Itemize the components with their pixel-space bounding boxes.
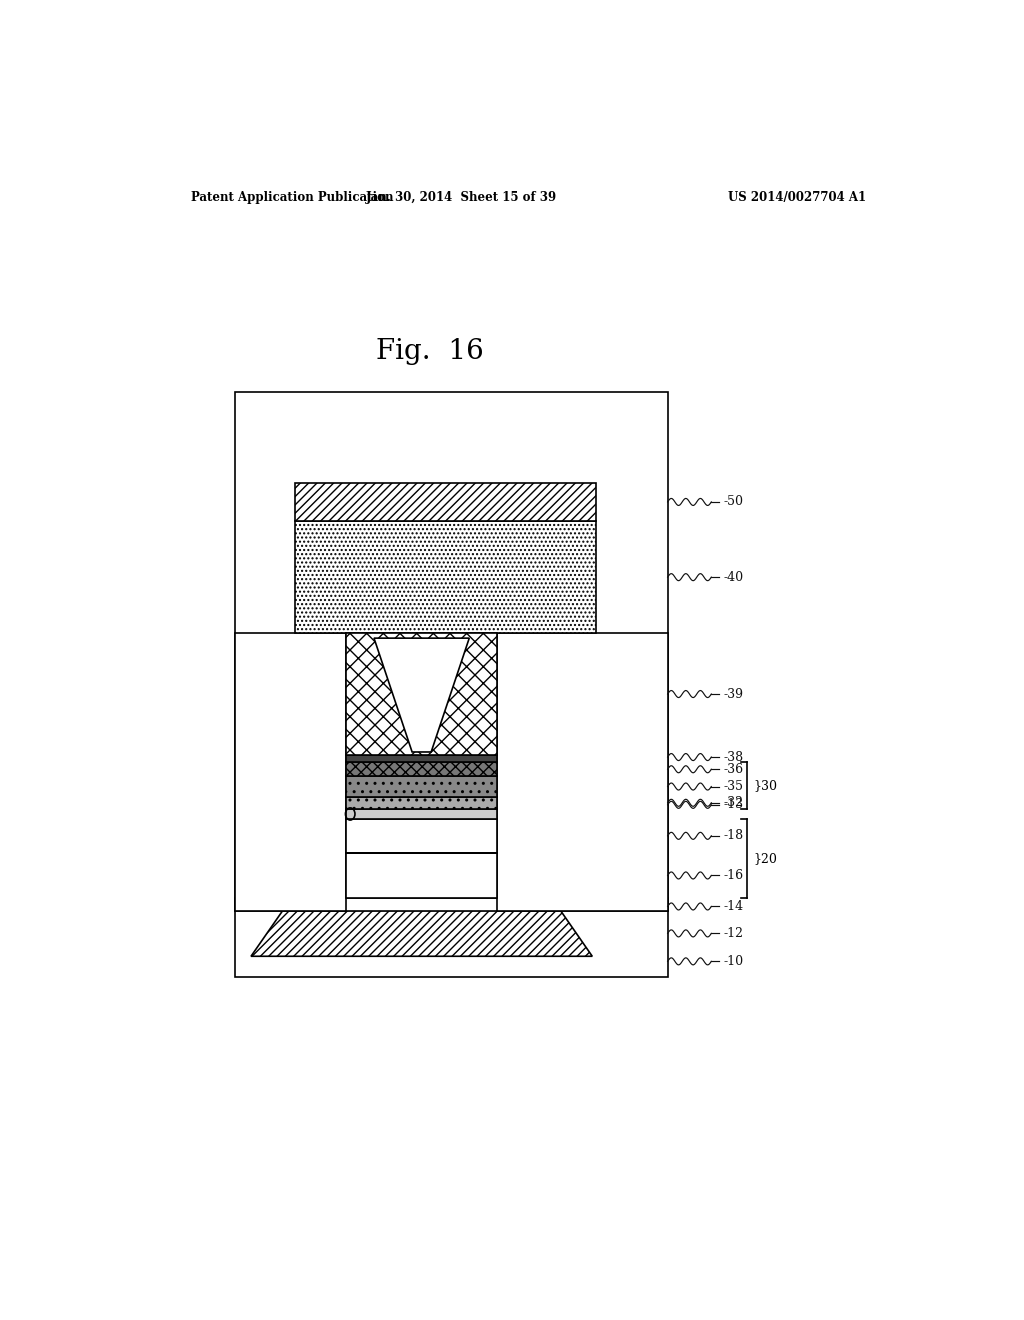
Bar	[346, 634, 497, 755]
Text: -39: -39	[723, 688, 743, 701]
Text: -16: -16	[723, 869, 743, 882]
Text: US 2014/0027704 A1: US 2014/0027704 A1	[728, 190, 866, 203]
Polygon shape	[374, 638, 469, 752]
Text: -14: -14	[723, 900, 743, 913]
Bar	[295, 521, 596, 634]
Bar	[346, 853, 497, 899]
Bar	[236, 634, 346, 911]
Bar	[346, 809, 497, 818]
Text: -38: -38	[723, 751, 743, 763]
Text: -40: -40	[723, 570, 743, 583]
Bar	[346, 755, 497, 762]
Bar	[236, 899, 668, 911]
Text: Jan. 30, 2014  Sheet 15 of 39: Jan. 30, 2014 Sheet 15 of 39	[366, 190, 557, 203]
Text: -10: -10	[723, 954, 743, 968]
Text: }20: }20	[754, 853, 777, 865]
Bar	[346, 762, 497, 776]
Text: Patent Application Publication: Patent Application Publication	[191, 190, 394, 203]
Text: -35: -35	[723, 780, 743, 793]
Bar	[346, 797, 497, 809]
Text: -36: -36	[723, 763, 743, 776]
Text: -12: -12	[723, 927, 743, 940]
Bar	[497, 634, 668, 911]
Text: -50: -50	[723, 495, 743, 508]
Bar	[295, 483, 596, 521]
Text: -32: -32	[723, 796, 743, 809]
Bar	[346, 776, 497, 797]
Text: Fig.  16: Fig. 16	[376, 338, 483, 366]
Polygon shape	[251, 911, 592, 956]
Text: }30: }30	[754, 779, 777, 792]
Text: -18: -18	[723, 829, 743, 842]
Bar	[346, 818, 497, 853]
Text: -13: -13	[723, 799, 743, 812]
Bar	[236, 392, 668, 977]
